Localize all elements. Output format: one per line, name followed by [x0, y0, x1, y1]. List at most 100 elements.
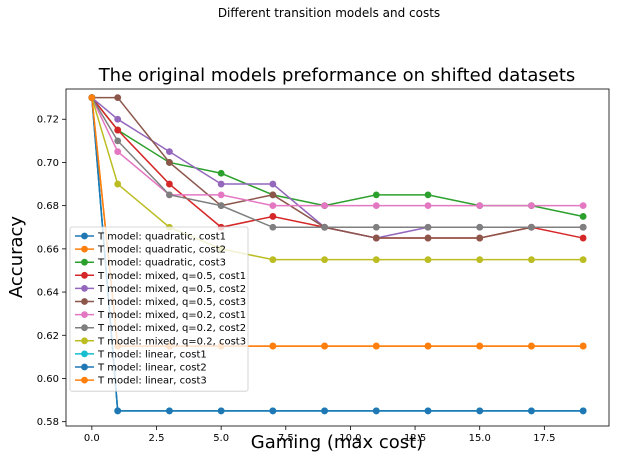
legend-label: T model: mixed, q=0.5, cost2 — [97, 284, 246, 295]
series-layer — [88, 94, 587, 415]
x-tick-label: 12.5 — [404, 433, 426, 444]
data-point — [372, 256, 380, 264]
data-point — [579, 407, 587, 415]
y-tick-label: 0.68 — [37, 201, 59, 212]
data-point — [476, 256, 484, 264]
data-point — [424, 234, 432, 242]
data-point — [321, 256, 328, 264]
legend-label: T model: mixed, q=0.2, cost2 — [97, 323, 246, 334]
data-point — [372, 202, 380, 210]
data-point — [476, 342, 484, 350]
legend-item: T model: quadratic, cost1 — [75, 232, 226, 243]
data-point — [372, 191, 380, 199]
data-point — [528, 342, 535, 350]
chart-title: The original models preformance on shift… — [98, 65, 576, 86]
x-tick-label: 0.0 — [84, 433, 100, 444]
series-5 — [88, 94, 587, 242]
series-6 — [88, 94, 587, 242]
series-line — [91, 97, 584, 239]
data-point — [528, 223, 535, 231]
data-point — [321, 202, 328, 210]
data-point — [166, 180, 173, 188]
data-point — [424, 342, 432, 350]
data-point — [424, 191, 432, 199]
legend-label: T model: linear, cost1 — [97, 349, 207, 360]
series-7 — [88, 94, 587, 210]
data-point — [88, 94, 96, 102]
data-point — [579, 256, 587, 264]
data-point — [269, 191, 277, 199]
legend-label: T model: quadratic, cost3 — [97, 258, 226, 269]
data-point — [476, 202, 484, 210]
data-point — [114, 115, 122, 123]
data-point — [528, 202, 535, 210]
data-point — [269, 213, 277, 220]
data-point — [424, 223, 432, 231]
y-tick-label: 0.58 — [37, 417, 59, 428]
legend-item: T model: mixed, q=0.2, cost1 — [75, 310, 246, 321]
data-point — [269, 202, 277, 210]
data-point — [321, 342, 328, 350]
y-axis-label: Accuracy — [6, 216, 27, 299]
legend-box — [69, 226, 249, 392]
legend-item: T model: quadratic, cost2 — [75, 245, 226, 256]
legend-item: T model: linear, cost2 — [75, 363, 207, 374]
series-8 — [88, 94, 587, 231]
data-point — [269, 180, 277, 188]
legend-swatch-marker — [81, 271, 88, 279]
plot-area: 0.0 2.5 5.0 7.5 10.0 12.5 15.0 17.5 0.58 0.60 0.6… — [37, 88, 610, 444]
series-line — [91, 97, 584, 229]
data-point — [528, 256, 535, 264]
data-point — [372, 407, 380, 415]
legend-label: T model: mixed, q=0.5, cost1 — [97, 271, 246, 282]
x-tick-label: 10.0 — [339, 433, 361, 444]
data-point — [114, 407, 122, 415]
legend-swatch-marker — [81, 324, 88, 332]
x-tick-label: 7.5 — [278, 433, 294, 444]
data-point — [114, 94, 122, 102]
legend-item: T model: mixed, q=0.5, cost2 — [75, 284, 246, 295]
legend-swatch-marker — [81, 285, 88, 292]
data-point — [476, 223, 484, 231]
data-point — [579, 234, 587, 242]
plot-frame — [65, 88, 610, 427]
legend-swatch-marker — [81, 311, 88, 318]
legend-swatch-marker — [81, 376, 88, 384]
legend-item: T model: quadratic, cost3 — [75, 258, 226, 269]
legend-label: T model: mixed, q=0.2, cost3 — [97, 336, 246, 347]
series-3 — [88, 94, 587, 220]
legend: T model: quadratic, cost1 T model: quadra… — [69, 226, 249, 392]
legend-label: T model: linear, cost3 — [97, 376, 207, 387]
data-point — [372, 234, 380, 242]
legend-item: T model: mixed, q=0.2, cost2 — [75, 323, 246, 334]
legend-label: T model: quadratic, cost1 — [97, 232, 226, 243]
legend-item: T model: linear, cost1 — [75, 349, 207, 360]
data-point — [424, 256, 432, 264]
y-tick-label: 0.66 — [37, 244, 59, 255]
legend-item: T model: mixed, q=0.5, cost1 — [75, 271, 246, 282]
x-tick-label: 15.0 — [469, 433, 491, 444]
data-point — [217, 180, 225, 188]
x-axis: 0.0 2.5 5.0 7.5 10.0 12.5 15.0 17.5 — [84, 426, 555, 444]
data-point — [166, 159, 173, 166]
y-axis: 0.58 0.60 0.62 0.64 0.66 0.68 0.70 0.72 — [37, 115, 66, 428]
data-point — [217, 169, 225, 177]
data-point — [114, 126, 122, 134]
data-point — [321, 223, 328, 231]
y-tick-label: 0.62 — [37, 331, 59, 342]
data-point — [217, 407, 225, 415]
legend-swatch-marker — [81, 363, 88, 371]
data-point — [372, 223, 380, 231]
data-point — [217, 191, 225, 199]
x-tick-label: 5.0 — [213, 433, 229, 444]
legend-swatch-marker — [81, 298, 88, 305]
data-point — [114, 148, 122, 156]
legend-label: T model: linear, cost2 — [97, 363, 207, 374]
x-tick-label: 2.5 — [149, 433, 165, 444]
series-line — [91, 96, 584, 239]
series-line — [91, 97, 584, 239]
legend-item: T model: mixed, q=0.2, cost3 — [75, 336, 246, 347]
data-point — [217, 202, 225, 210]
data-point — [579, 223, 587, 231]
